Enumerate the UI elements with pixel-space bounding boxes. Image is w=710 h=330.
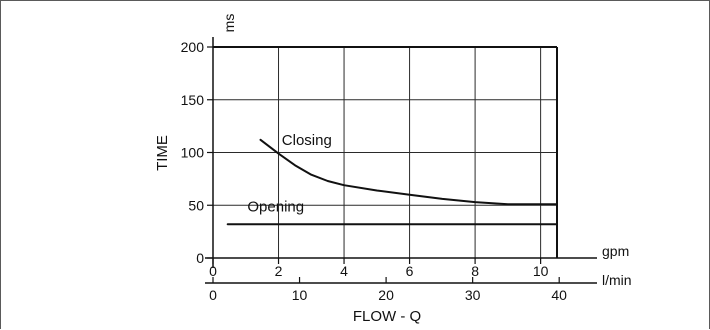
x-tick-label-primary: 10 — [533, 263, 549, 279]
y-tick-label: 200 — [181, 39, 205, 55]
annotation-closing: Closing — [282, 132, 332, 149]
y-tick-label: 50 — [188, 197, 204, 213]
series-line-closing — [259, 138, 558, 206]
y-tick-label: 150 — [181, 92, 205, 108]
y-unit-label: ms — [221, 14, 237, 33]
x-tick-label-secondary: 0 — [209, 287, 217, 303]
x-tick-label-secondary: 30 — [465, 287, 481, 303]
y-tick-label: 0 — [196, 250, 204, 266]
y-axis-title: TIME — [154, 135, 171, 171]
x-tick-label-secondary: 20 — [378, 287, 394, 303]
axes — [205, 37, 597, 284]
x-unit-secondary-label: l/min — [602, 272, 632, 288]
x-tick-label-primary: 2 — [275, 263, 283, 279]
x-tick-label-primary: 0 — [209, 263, 217, 279]
x-unit-primary-label: gpm — [602, 243, 629, 259]
x-tick-label-secondary: 10 — [292, 287, 308, 303]
grid — [213, 47, 557, 258]
x-tick-label-primary: 6 — [406, 263, 414, 279]
x-tick-label-secondary: 40 — [551, 287, 567, 303]
x-axis-title: FLOW - Q — [353, 308, 421, 325]
annotation-opening: Opening — [247, 199, 304, 216]
y-tick-label: 100 — [181, 145, 205, 161]
series-layer — [226, 138, 558, 226]
x-tick-label-primary: 4 — [340, 263, 348, 279]
x-tick-label-primary: 8 — [471, 263, 479, 279]
